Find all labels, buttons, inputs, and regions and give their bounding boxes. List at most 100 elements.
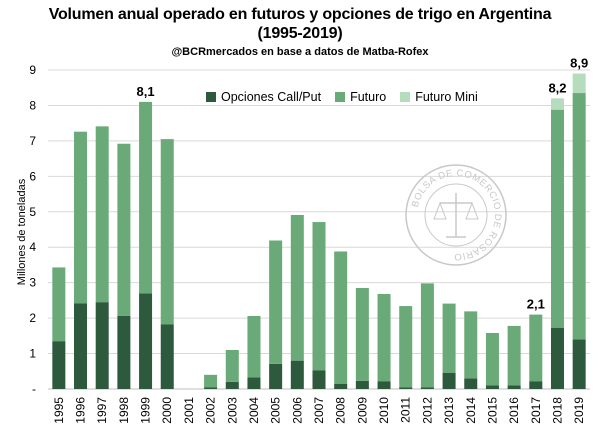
y-tick-label: 7	[29, 134, 36, 148]
x-tick-label: 2005	[269, 397, 283, 424]
bar-futuro	[160, 139, 174, 325]
x-tick-label: 2001	[182, 397, 196, 424]
bar-futuro	[399, 306, 413, 388]
x-tick-label: 2015	[485, 397, 499, 424]
x-tick-label: 2008	[334, 397, 348, 424]
x-tick-label: 2016	[507, 397, 521, 424]
bar-opciones	[529, 381, 543, 389]
bar-futuro	[247, 315, 261, 378]
legend-item-opciones: Opciones Call/Put	[206, 90, 321, 104]
bar-opciones	[117, 315, 131, 389]
legend-label-opciones: Opciones Call/Put	[221, 90, 322, 104]
bar-futuro	[464, 311, 478, 379]
y-tick-label: 1	[29, 347, 36, 361]
x-tick-label: 2019	[572, 397, 586, 424]
x-tick-label: 2000	[160, 397, 174, 424]
y-tick-label: 8	[29, 98, 36, 112]
bar-futuro	[52, 267, 66, 342]
x-tick-label: 2013	[442, 397, 456, 424]
bar-futuro-mini	[550, 98, 564, 110]
x-tick-label: 2010	[377, 397, 391, 424]
data-label: 8,1	[137, 84, 155, 99]
x-tick-label: 2011	[399, 397, 413, 423]
bar-futuro	[377, 294, 391, 382]
bar-opciones	[312, 370, 326, 389]
bar-futuro	[485, 332, 499, 386]
bar-futuro	[572, 93, 586, 340]
bar-futuro	[312, 222, 326, 371]
y-tick-label: 4	[29, 240, 36, 254]
chart-legend: Opciones Call/Put Futuro Futuro Mini	[206, 90, 492, 104]
y-tick-label: 6	[29, 169, 36, 183]
bar-futuro	[225, 350, 239, 382]
bar-opciones	[204, 387, 218, 389]
bar-opciones	[95, 302, 109, 389]
bar-futuro-mini	[572, 73, 586, 94]
x-tick-label: 2007	[312, 397, 326, 424]
bar-opciones	[399, 387, 413, 389]
bar-opciones	[550, 327, 564, 389]
data-label: 8,9	[570, 56, 588, 71]
bar-futuro	[355, 287, 369, 381]
bar-futuro	[95, 126, 109, 303]
y-tick-label: -	[32, 382, 36, 396]
bar-futuro	[204, 374, 218, 388]
bar-opciones	[355, 380, 369, 389]
watermark-seal-icon: BOLSA DE COMERCIO DE ROSARIO	[405, 164, 507, 266]
x-tick-label: 2006	[290, 397, 304, 424]
y-tick-label: 5	[29, 205, 36, 219]
data-label: 8,2	[548, 80, 566, 95]
x-tick-label: 2018	[550, 397, 564, 424]
x-tick-label: 2012	[420, 397, 434, 424]
x-tick-label: 2002	[204, 397, 218, 424]
bar-opciones	[485, 385, 499, 389]
legend-label-futuro-mini: Futuro Mini	[415, 90, 478, 104]
bar-opciones	[160, 324, 174, 389]
bar-futuro	[117, 143, 131, 316]
x-tick-label: 1999	[139, 397, 153, 424]
chart-title: Volumen anual operado en futuros y opcio…	[48, 6, 552, 23]
chart-subtitle: @BCRmercados en base a datos de Matba-Ro…	[171, 46, 429, 58]
legend-swatch-futuro-mini	[400, 92, 411, 102]
x-tick-label: 1996	[74, 397, 88, 424]
bar-futuro	[550, 109, 564, 328]
x-tick-label: 1998	[117, 397, 131, 424]
legend-item-futuro: Futuro	[335, 90, 386, 104]
legend-label-futuro: Futuro	[350, 90, 387, 104]
bar-opciones	[377, 381, 391, 389]
bar-futuro	[442, 303, 456, 373]
x-tick-label: 2009	[355, 397, 369, 424]
x-tick-label: 2017	[529, 397, 543, 424]
bar-opciones	[247, 377, 261, 389]
legend-swatch-futuro	[335, 92, 346, 102]
bar-futuro	[74, 131, 88, 304]
y-tick-label: 2	[29, 311, 36, 325]
y-tick-label: 3	[29, 276, 36, 290]
bar-futuro	[269, 240, 283, 364]
bar-futuro	[529, 314, 543, 382]
bar-futuro	[290, 214, 304, 361]
bar-opciones	[139, 293, 153, 389]
x-tick-label: 2004	[247, 397, 261, 424]
bar-opciones	[464, 378, 478, 389]
bar-opciones	[225, 381, 239, 389]
x-tick-label: 1995	[52, 397, 66, 424]
x-tick-label: 2014	[464, 397, 478, 424]
bar-opciones	[420, 387, 434, 389]
bar-opciones	[290, 360, 304, 389]
bar-opciones	[52, 341, 66, 389]
bar-futuro	[507, 325, 521, 386]
bar-opciones	[442, 372, 456, 389]
bar-futuro	[420, 283, 434, 388]
legend-item-futuro-mini: Futuro Mini	[400, 90, 478, 104]
y-tick-label: 9	[29, 63, 36, 77]
bar-opciones	[334, 383, 348, 389]
x-tick-label: 1997	[95, 397, 109, 424]
data-label: 2,1	[527, 297, 545, 312]
chart-title-years: (1995-2019)	[257, 25, 343, 42]
bar-futuro	[139, 101, 153, 294]
bar-futuro	[334, 251, 348, 384]
bar-opciones	[507, 385, 521, 389]
x-tick-label: 2003	[225, 397, 239, 424]
